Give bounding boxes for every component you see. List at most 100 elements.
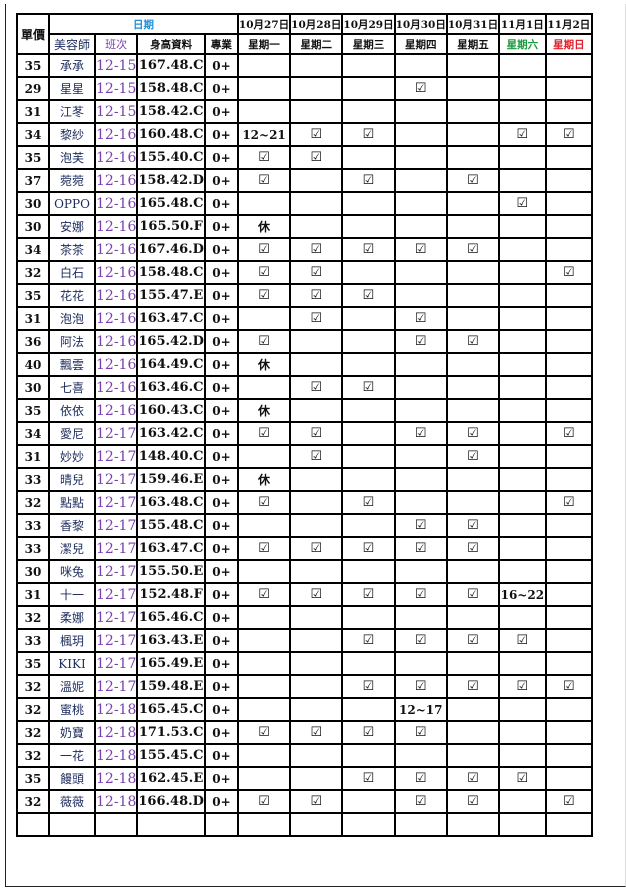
header-date: 10月31日 <box>445 13 501 35</box>
day-cell <box>289 191 344 216</box>
checkbox-checked-icon[interactable]: ☑ <box>498 628 547 653</box>
day-cell <box>498 237 547 262</box>
day-cell <box>341 191 396 216</box>
checkbox-checked-icon[interactable]: ☑ <box>289 375 344 400</box>
checkbox-checked-icon[interactable]: ☑ <box>393 628 448 653</box>
checkbox-checked-icon[interactable]: ☑ <box>341 582 396 607</box>
empty-cell <box>203 812 239 837</box>
table-row: 35 泡芙 12-16 155.40.C 0+ ☑ ☑ <box>16 145 594 170</box>
checkbox-checked-icon[interactable]: ☑ <box>236 283 292 308</box>
day-cell <box>445 490 501 515</box>
table-row: 30 咪兔 12-17 155.50.E 0+ <box>16 559 594 584</box>
checkbox-checked-icon[interactable]: ☑ <box>289 444 344 469</box>
checkbox-checked-icon[interactable]: ☑ <box>393 582 448 607</box>
checkbox-checked-icon[interactable]: ☑ <box>289 789 344 814</box>
checkbox-checked-icon[interactable]: ☑ <box>393 329 448 354</box>
checkbox-checked-icon[interactable]: ☑ <box>341 375 396 400</box>
class-cell: 12-18 <box>93 720 139 745</box>
checkbox-checked-icon[interactable]: ☑ <box>445 329 501 354</box>
checkbox-checked-icon[interactable]: ☑ <box>445 766 501 791</box>
day-cell <box>289 329 344 354</box>
checkbox-checked-icon[interactable]: ☑ <box>445 582 501 607</box>
checkbox-checked-icon[interactable]: ☑ <box>498 191 547 216</box>
checkbox-checked-icon[interactable]: ☑ <box>544 260 594 285</box>
checkbox-checked-icon[interactable]: ☑ <box>445 628 501 653</box>
empty-cell <box>236 812 292 837</box>
checkbox-checked-icon[interactable]: ☑ <box>236 168 292 193</box>
checkbox-checked-icon[interactable]: ☑ <box>236 490 292 515</box>
checkbox-checked-icon[interactable]: ☑ <box>341 168 396 193</box>
checkbox-checked-icon[interactable]: ☑ <box>445 789 501 814</box>
checkbox-checked-icon[interactable]: ☑ <box>341 628 396 653</box>
checkbox-checked-icon[interactable]: ☑ <box>341 720 396 745</box>
class-cell: 12-16 <box>93 145 139 170</box>
stylist-name: 阿法 <box>48 329 96 354</box>
checkbox-checked-icon[interactable]: ☑ <box>393 536 448 561</box>
checkbox-checked-icon[interactable]: ☑ <box>445 237 501 262</box>
checkbox-checked-icon[interactable]: ☑ <box>393 421 448 446</box>
header-name: 美容師 <box>48 33 96 55</box>
checkbox-checked-icon[interactable]: ☑ <box>236 536 292 561</box>
checkbox-checked-icon[interactable]: ☑ <box>445 168 501 193</box>
stylist-name: 咪兔 <box>48 559 96 584</box>
schedule-table: 單價 日期 10月27日 10月28日 10月29日 10月30日 10月31日 11月1… <box>16 13 594 837</box>
checkbox-checked-icon[interactable]: ☑ <box>289 582 344 607</box>
day-cell <box>498 513 547 538</box>
day-cell <box>544 651 594 676</box>
checkbox-checked-icon[interactable]: ☑ <box>289 536 344 561</box>
checkbox-checked-icon[interactable]: ☑ <box>341 674 396 699</box>
day-cell <box>445 651 501 676</box>
checkbox-checked-icon[interactable]: ☑ <box>393 789 448 814</box>
checkbox-checked-icon[interactable]: ☑ <box>289 421 344 446</box>
checkbox-checked-icon[interactable]: ☑ <box>393 237 448 262</box>
table-row: 32 一花 12-18 155.45.C 0+ <box>16 743 594 768</box>
checkbox-checked-icon[interactable]: ☑ <box>445 674 501 699</box>
checkbox-checked-icon[interactable]: ☑ <box>544 421 594 446</box>
checkbox-checked-icon[interactable]: ☑ <box>341 536 396 561</box>
checkbox-checked-icon[interactable]: ☑ <box>393 306 448 331</box>
checkbox-checked-icon[interactable]: ☑ <box>498 122 547 147</box>
stylist-name: 點點 <box>48 490 96 515</box>
checkbox-checked-icon[interactable]: ☑ <box>544 490 594 515</box>
checkbox-checked-icon[interactable]: ☑ <box>289 237 344 262</box>
checkbox-checked-icon[interactable]: ☑ <box>393 674 448 699</box>
checkbox-checked-icon[interactable]: ☑ <box>236 421 292 446</box>
day-note: 休 <box>236 467 292 492</box>
day-cell <box>393 375 448 400</box>
checkbox-checked-icon[interactable]: ☑ <box>341 122 396 147</box>
checkbox-checked-icon[interactable]: ☑ <box>236 329 292 354</box>
checkbox-checked-icon[interactable]: ☑ <box>445 536 501 561</box>
checkbox-checked-icon[interactable]: ☑ <box>498 674 547 699</box>
day-cell <box>498 145 547 170</box>
checkbox-checked-icon[interactable]: ☑ <box>236 237 292 262</box>
checkbox-checked-icon[interactable]: ☑ <box>393 76 448 101</box>
checkbox-checked-icon[interactable]: ☑ <box>236 145 292 170</box>
checkbox-checked-icon[interactable]: ☑ <box>445 421 501 446</box>
checkbox-checked-icon[interactable]: ☑ <box>289 145 344 170</box>
checkbox-checked-icon[interactable]: ☑ <box>236 720 292 745</box>
checkbox-checked-icon[interactable]: ☑ <box>393 513 448 538</box>
checkbox-checked-icon[interactable]: ☑ <box>544 122 594 147</box>
checkbox-checked-icon[interactable]: ☑ <box>236 789 292 814</box>
checkbox-checked-icon[interactable]: ☑ <box>341 237 396 262</box>
checkbox-checked-icon[interactable]: ☑ <box>341 283 396 308</box>
checkbox-checked-icon[interactable]: ☑ <box>544 789 594 814</box>
checkbox-checked-icon[interactable]: ☑ <box>445 513 501 538</box>
checkbox-checked-icon[interactable]: ☑ <box>236 582 292 607</box>
checkbox-checked-icon[interactable]: ☑ <box>393 766 448 791</box>
checkbox-checked-icon[interactable]: ☑ <box>498 766 547 791</box>
checkbox-checked-icon[interactable]: ☑ <box>445 444 501 469</box>
checkbox-checked-icon[interactable]: ☑ <box>289 306 344 331</box>
class-cell: 12-16 <box>93 306 139 331</box>
checkbox-checked-icon[interactable]: ☑ <box>289 260 344 285</box>
table-row: 32 蜜桃 12-18 165.45.C 0+ 12~17 <box>16 697 594 722</box>
checkbox-checked-icon[interactable]: ☑ <box>289 720 344 745</box>
checkbox-checked-icon[interactable]: ☑ <box>544 674 594 699</box>
checkbox-checked-icon[interactable]: ☑ <box>289 122 344 147</box>
checkbox-checked-icon[interactable]: ☑ <box>341 490 396 515</box>
checkbox-checked-icon[interactable]: ☑ <box>289 283 344 308</box>
checkbox-checked-icon[interactable]: ☑ <box>236 260 292 285</box>
checkbox-checked-icon[interactable]: ☑ <box>393 720 448 745</box>
checkbox-checked-icon[interactable]: ☑ <box>341 766 396 791</box>
pro-cell: 0+ <box>203 697 239 722</box>
